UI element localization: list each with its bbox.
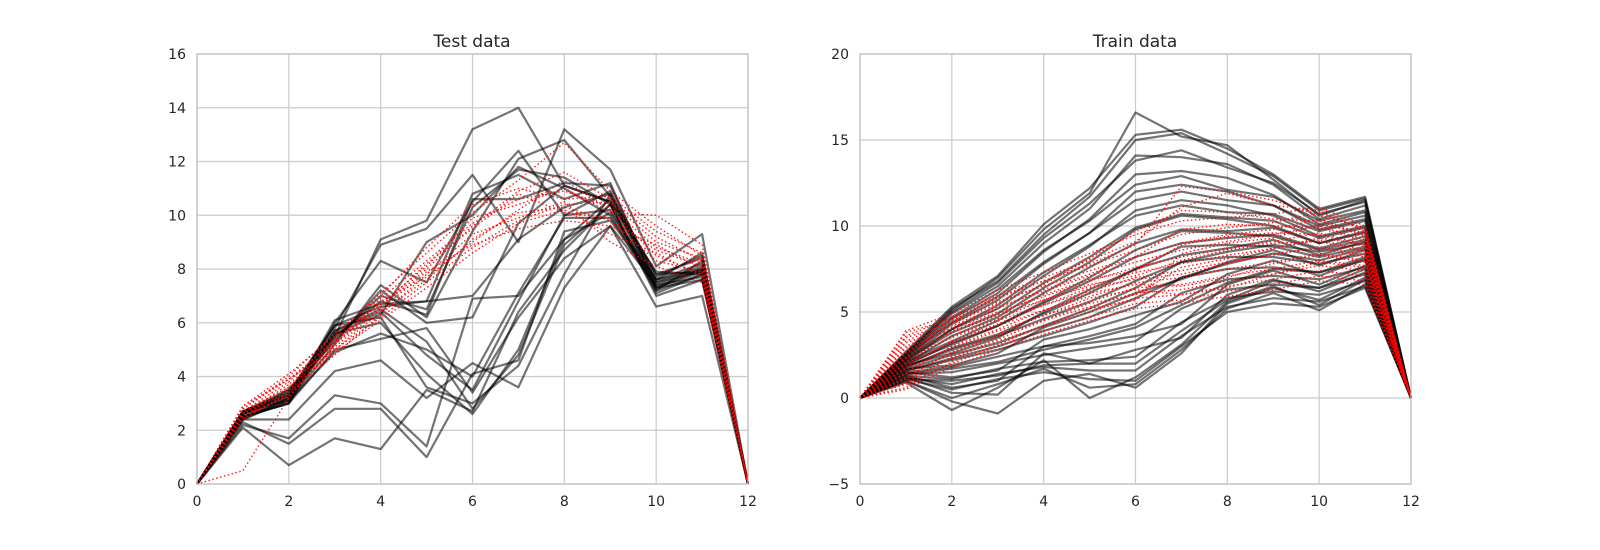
solid-series-line-8 bbox=[196, 203, 750, 485]
solid-series-line-27 bbox=[859, 175, 1413, 399]
dotted-series-line-17 bbox=[859, 232, 1412, 399]
solid-series-line-18 bbox=[859, 278, 1413, 412]
x-tick-label: 8 bbox=[1223, 494, 1232, 510]
solid-series-line-29 bbox=[859, 212, 1413, 399]
dotted-series-line-8 bbox=[196, 187, 749, 485]
y-tick-label: 16 bbox=[168, 47, 186, 63]
solid-series-line-12 bbox=[859, 266, 1413, 399]
y-tick-label: 20 bbox=[831, 47, 849, 63]
dotted-series-line-23 bbox=[859, 223, 1412, 399]
x-tick-label: 6 bbox=[468, 494, 477, 510]
y-tick-label: 14 bbox=[168, 101, 186, 117]
x-tick-label: 4 bbox=[1039, 494, 1048, 510]
y-tick-label: 4 bbox=[177, 370, 186, 386]
y-tick-label: 6 bbox=[177, 316, 186, 332]
solid-series-line-30 bbox=[859, 242, 1413, 399]
chart-test-data: Test data 0 2 4 6 8 10 12 0 2 4 6 8 10 12 14 16 bbox=[168, 32, 757, 510]
solid-series-line-20 bbox=[859, 271, 1413, 400]
solid-series-line-24 bbox=[859, 238, 1413, 399]
y-tick-label: 15 bbox=[831, 133, 849, 149]
dotted-series-line-18 bbox=[859, 240, 1412, 399]
dotted-series-line-0 bbox=[196, 190, 749, 485]
x-tick-label: 10 bbox=[1310, 494, 1328, 510]
dotted-series-line-10 bbox=[196, 193, 749, 485]
dotted-series-line-6 bbox=[859, 252, 1412, 399]
dotted-series-line-22 bbox=[859, 237, 1412, 399]
x-tick-label: 4 bbox=[376, 494, 385, 510]
x-tick-label: 12 bbox=[739, 494, 757, 510]
solid-series-line-3 bbox=[859, 154, 1413, 399]
y-tick-label: 0 bbox=[840, 391, 849, 407]
dotted-series-line-8 bbox=[859, 264, 1412, 399]
dotted-series-line-19 bbox=[859, 247, 1412, 399]
dotted-series-line-13 bbox=[859, 192, 1412, 399]
x-tick-label: 2 bbox=[947, 494, 956, 510]
solid-series-line-10 bbox=[196, 224, 750, 485]
solid-series-line-10 bbox=[859, 252, 1413, 399]
y-tick-label: 10 bbox=[168, 208, 186, 224]
chart-title: Train data bbox=[1092, 32, 1178, 52]
solid-series-line-21 bbox=[859, 264, 1413, 399]
dotted-series-line-12 bbox=[859, 206, 1412, 399]
dotted-series-line-11 bbox=[859, 280, 1412, 399]
x-tick-label: 10 bbox=[647, 494, 665, 510]
x-tick-label: 12 bbox=[1402, 494, 1420, 510]
dotted-series-line-7 bbox=[859, 259, 1412, 399]
y-tick-label: −5 bbox=[828, 477, 849, 493]
solid-series-line-19 bbox=[196, 192, 750, 485]
x-tick-label: 0 bbox=[856, 494, 865, 510]
dotted-series-line-3 bbox=[196, 209, 749, 485]
x-tick-label: 0 bbox=[193, 494, 202, 510]
dotted-series-line-1 bbox=[859, 218, 1412, 399]
dotted-series-line-3 bbox=[859, 232, 1412, 399]
solid-series-line-28 bbox=[859, 149, 1413, 399]
dotted-series-line-5 bbox=[196, 201, 749, 485]
solid-series-line-22 bbox=[859, 257, 1413, 399]
y-tick-label: 2 bbox=[177, 423, 186, 439]
dotted-series-line-15 bbox=[859, 209, 1412, 399]
dotted-series-line-6 bbox=[196, 187, 749, 485]
chart-title: Test data bbox=[432, 32, 510, 52]
dotted-series-line-21 bbox=[859, 261, 1412, 399]
solid-series-line-17 bbox=[859, 283, 1413, 400]
solid-series-line-17 bbox=[196, 181, 750, 485]
x-tick-label: 2 bbox=[284, 494, 293, 510]
solid-series-line-15 bbox=[859, 285, 1413, 400]
dotted-series-line-0 bbox=[859, 211, 1412, 399]
solid-series-line-16 bbox=[196, 184, 750, 485]
y-tick-label: 5 bbox=[840, 305, 849, 321]
solid-series-line-14 bbox=[859, 279, 1413, 399]
y-tick-label: 10 bbox=[831, 219, 849, 235]
chart-train-data: Train data 0 2 4 6 8 10 12 −5 0 5 10 15 20 bbox=[828, 32, 1420, 510]
y-tick-label: 0 bbox=[177, 477, 186, 493]
solid-series-line-16 bbox=[859, 286, 1413, 400]
x-tick-label: 6 bbox=[1131, 494, 1140, 510]
dotted-series-line-9 bbox=[859, 270, 1412, 399]
y-tick-label: 12 bbox=[168, 155, 186, 171]
dotted-series-line-2 bbox=[859, 225, 1412, 399]
solid-series-line-32 bbox=[859, 255, 1413, 399]
x-tick-label: 8 bbox=[560, 494, 569, 510]
y-tick-label: 8 bbox=[177, 262, 186, 278]
dotted-series-line-5 bbox=[859, 245, 1412, 399]
dotted-series-line-1 bbox=[196, 206, 749, 485]
dotted-series-line-16 bbox=[859, 223, 1412, 399]
solid-series-line-1 bbox=[859, 111, 1413, 399]
solid-series-line-33 bbox=[859, 267, 1413, 400]
solid-series-line-0 bbox=[859, 128, 1413, 399]
solid-series-line-19 bbox=[859, 276, 1413, 415]
dotted-series-line-7 bbox=[196, 219, 749, 485]
dotted-series-line-20 bbox=[859, 254, 1412, 399]
plot-frame bbox=[859, 53, 1412, 485]
plot-frame bbox=[196, 53, 749, 485]
